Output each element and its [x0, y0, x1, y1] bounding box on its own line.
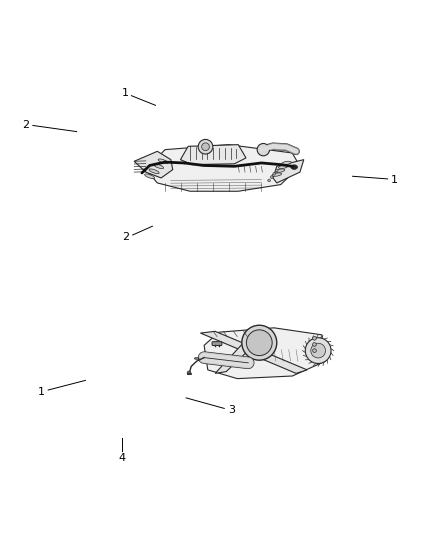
Circle shape [257, 143, 269, 156]
Polygon shape [134, 151, 173, 178]
Circle shape [305, 338, 331, 364]
Ellipse shape [158, 159, 168, 164]
Circle shape [273, 173, 276, 175]
Ellipse shape [149, 169, 159, 174]
Circle shape [247, 330, 272, 356]
Circle shape [187, 371, 191, 375]
Polygon shape [180, 144, 246, 165]
Ellipse shape [145, 174, 155, 179]
Circle shape [242, 325, 277, 360]
Text: 3: 3 [228, 405, 235, 415]
Circle shape [313, 343, 316, 346]
Polygon shape [201, 332, 307, 374]
FancyBboxPatch shape [212, 342, 222, 345]
Text: 1: 1 [391, 175, 398, 185]
Text: 4: 4 [118, 454, 125, 463]
Circle shape [313, 336, 316, 340]
Ellipse shape [279, 165, 288, 168]
Polygon shape [215, 329, 270, 374]
Circle shape [311, 343, 325, 358]
Circle shape [313, 349, 316, 352]
Circle shape [201, 143, 209, 151]
Circle shape [268, 179, 270, 182]
FancyBboxPatch shape [187, 373, 191, 374]
Ellipse shape [272, 173, 282, 176]
Ellipse shape [282, 161, 291, 165]
Text: 2: 2 [123, 232, 130, 242]
Text: 1: 1 [38, 387, 45, 397]
Circle shape [276, 169, 278, 172]
Text: 1: 1 [121, 88, 128, 99]
Circle shape [198, 140, 213, 154]
Ellipse shape [275, 169, 285, 172]
Ellipse shape [291, 165, 297, 169]
Polygon shape [204, 328, 325, 378]
Ellipse shape [154, 164, 164, 168]
Polygon shape [146, 144, 300, 191]
Text: 2: 2 [22, 120, 29, 131]
Circle shape [270, 176, 273, 179]
Polygon shape [273, 159, 304, 183]
Ellipse shape [194, 358, 199, 359]
